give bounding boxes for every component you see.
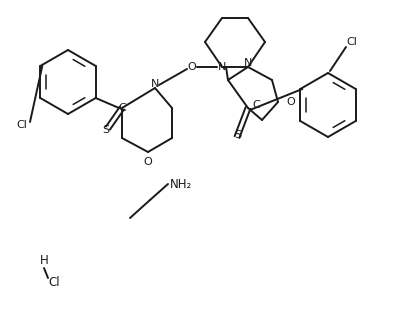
Text: S: S — [103, 125, 110, 135]
Text: Cl: Cl — [48, 276, 59, 289]
Text: NH₂: NH₂ — [170, 178, 192, 191]
Text: S: S — [235, 130, 241, 140]
Text: Cl: Cl — [17, 120, 28, 130]
Text: O: O — [286, 97, 295, 107]
Text: O: O — [144, 157, 152, 167]
Text: C: C — [118, 103, 126, 113]
Text: N: N — [244, 58, 252, 68]
Text: Cl: Cl — [347, 37, 358, 47]
Text: N: N — [218, 62, 226, 72]
Text: N: N — [151, 79, 159, 89]
Text: H: H — [40, 254, 49, 267]
Text: O: O — [188, 62, 196, 72]
Text: C: C — [252, 100, 260, 110]
